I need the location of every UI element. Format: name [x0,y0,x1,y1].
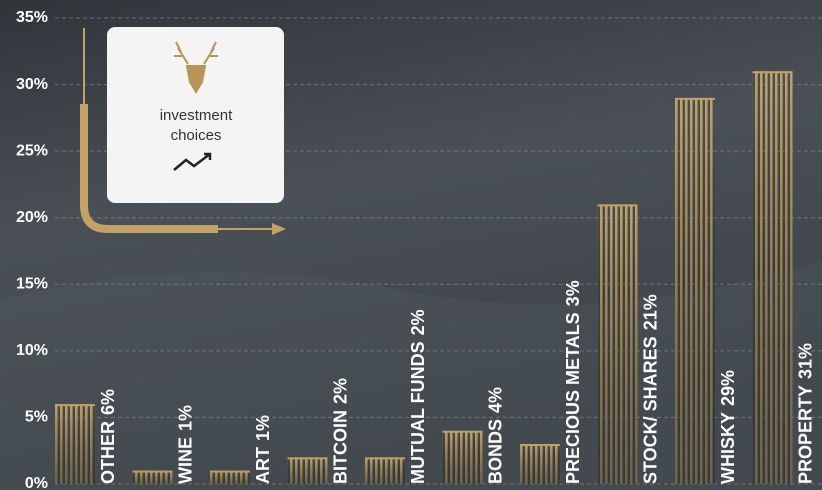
category-label: MUTUAL FUNDS 2% [408,309,428,484]
category-label: OTHER 6% [98,389,118,484]
category-name: BITCOIN [330,410,350,484]
y-tick-label: 25% [16,142,48,159]
category-name: MUTUAL FUNDS [408,341,428,484]
value-label: 2% [408,309,428,335]
category-label: BONDS 4% [485,387,505,484]
category-name: PRECIOUS METALS [563,312,583,484]
value-label: 2% [330,378,350,404]
bar-shade [55,404,95,484]
y-tick-label: 10% [16,342,48,359]
category-name: STOCK/ SHARES [640,336,660,484]
bar-shade [443,431,483,484]
value-label: 1% [253,415,273,441]
bar-shade [365,457,405,484]
y-tick-label: 35% [16,9,48,26]
category-label: WHISKY 29% [718,370,738,484]
value-label: 1% [175,405,195,431]
y-tick-label: 20% [16,209,48,226]
category-label: ART 1% [253,415,273,484]
category-name: WINE [175,437,195,484]
category-label: WINE 1% [175,405,195,484]
value-label: 6% [98,389,118,415]
value-label: 4% [485,387,505,413]
category-name: BONDS [485,419,505,484]
logo-text: investment [160,107,233,124]
y-tick-label: 30% [16,76,48,93]
category-label: STOCK/ SHARES 21% [640,294,660,484]
category-name: WHISKY [718,412,738,484]
bar-shade [210,471,250,484]
y-tick-label: 5% [25,409,48,426]
category-name: PROPERTY [795,385,815,484]
chart: 0% 5% 10% 15% 20% 25% 30% 35% OTHER 6% WINE 1% ART 1%… [0,0,822,490]
y-tick-label: 15% [16,276,48,293]
bar-shade [675,98,715,484]
category-name: ART [253,447,273,484]
value-label: 31% [795,343,815,379]
category-label: PROPERTY 31% [795,343,815,484]
bar-shade [520,444,560,484]
category-name: OTHER [98,421,118,484]
category-label: BITCOIN 2% [330,378,350,484]
logo-text: choices [171,127,222,144]
value-label: 21% [640,294,660,330]
bar-shade [598,204,638,484]
bar-shade [753,71,793,484]
value-label: 3% [563,280,583,306]
y-tick-label: 0% [25,475,48,490]
bar-shade [133,471,173,484]
bar-shade [288,457,328,484]
value-label: 29% [718,370,738,406]
